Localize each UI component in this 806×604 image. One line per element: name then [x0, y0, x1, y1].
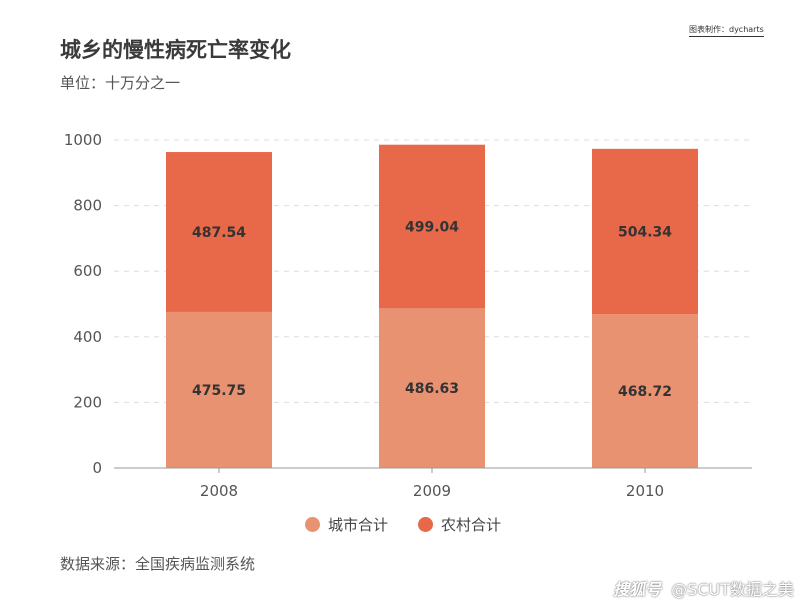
bar-2009-series-1 — [379, 144, 485, 309]
data-label: 468.72 — [618, 384, 672, 400]
legend-swatch-urban — [304, 517, 320, 532]
legend-swatch-rural — [418, 517, 433, 532]
bar-2010-series-0 — [592, 314, 698, 468]
chart-legend: 城市合计 农村合计 — [0, 514, 806, 535]
legend-item-urban[interactable]: 城市合计 — [304, 514, 388, 535]
y-tick-label: 1000 — [64, 131, 102, 149]
y-tick-label: 0 — [92, 459, 102, 477]
chart-svg: 0 200 400 600 800 1000 475.75 487.54 2008 486.63 4… — [64, 131, 752, 500]
chart-subtitle: 单位：十万分之一 — [60, 74, 181, 92]
watermark-logo: 搜狐号 — [613, 580, 662, 599]
bar-2008-series-1 — [166, 152, 272, 312]
x-tick-label: 2010 — [626, 482, 664, 500]
y-tick-label: 600 — [73, 262, 102, 280]
chart-title: 城乡的慢性病死亡率变化 — [60, 38, 291, 62]
bar-2008-series-0 — [166, 311, 272, 468]
y-tick-label: 400 — [73, 328, 102, 346]
bar-2009-series-0 — [379, 308, 485, 468]
y-tick-label: 800 — [73, 197, 102, 215]
data-source: 数据来源：全国疾病监测系统 — [60, 555, 256, 573]
legend-item-rural[interactable]: 农村合计 — [418, 514, 501, 535]
y-tick-label: 200 — [73, 393, 102, 411]
watermark: 搜狐号 @SCUT数据之美 — [613, 576, 794, 600]
data-label: 499.04 — [405, 220, 459, 236]
legend-label-urban: 城市合计 — [327, 516, 388, 534]
chart-credit: 图表制作：dycharts — [689, 24, 764, 37]
legend-label-rural: 农村合计 — [441, 516, 502, 534]
data-label: 487.54 — [192, 225, 246, 241]
watermark-handle: @SCUT数据之美 — [671, 580, 794, 599]
data-label: 475.75 — [192, 383, 246, 399]
data-label: 486.63 — [405, 381, 459, 397]
x-tick-label: 2008 — [200, 482, 238, 500]
bar-2010-series-1 — [592, 148, 698, 315]
data-label: 504.34 — [618, 225, 672, 241]
x-tick-label: 2009 — [413, 482, 451, 500]
